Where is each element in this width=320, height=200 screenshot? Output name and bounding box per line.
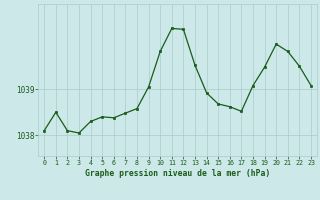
X-axis label: Graphe pression niveau de la mer (hPa): Graphe pression niveau de la mer (hPa) [85, 169, 270, 178]
